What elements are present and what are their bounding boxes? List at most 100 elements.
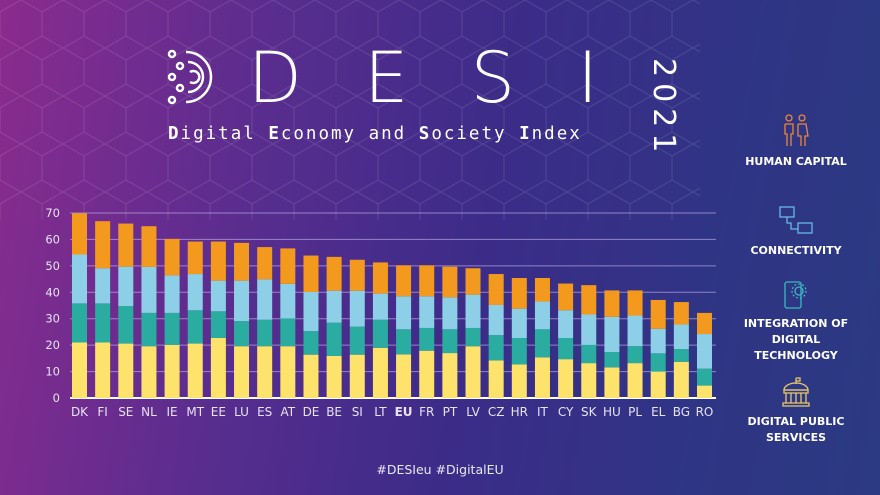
bar-segment-ee-0 <box>210 338 226 398</box>
x-tick-label: BE <box>326 405 342 419</box>
bar-segment-de-1 <box>303 331 319 355</box>
bar-segment-it-0 <box>534 357 550 398</box>
bar-segment-sk-3 <box>581 285 597 315</box>
subtitle-part: E <box>268 124 281 144</box>
bar-segment-be-1 <box>326 322 342 356</box>
bar-segment-be-3 <box>326 256 342 291</box>
bar-segment-pl-3 <box>627 290 643 316</box>
legend-label: INTEGRATION OF DIGITAL TECHNOLOGY <box>743 317 849 362</box>
bar-segment-mt-0 <box>187 343 203 398</box>
x-tick-label: SE <box>118 405 133 419</box>
bar-segment-dk-2 <box>72 254 87 304</box>
bar-segment-sk-2 <box>581 314 597 345</box>
legend-label: CONNECTIVITY <box>750 244 842 257</box>
legend-item-digital-public-services: DIGITAL PUBLIC SERVICES <box>734 376 858 446</box>
y-tick-label: 70 <box>45 206 60 220</box>
bar-segment-se-0 <box>118 343 134 398</box>
bar-segment-cz-3 <box>488 274 504 305</box>
bar-segment-be-2 <box>326 290 342 323</box>
bar-segment-eu-1 <box>396 329 412 355</box>
bar-segment-mt-1 <box>187 310 203 344</box>
subtitle-part: conomy and <box>280 124 419 144</box>
x-tick-label: PL <box>628 405 642 419</box>
bar-segment-es-3 <box>257 247 273 280</box>
bar-segment-cz-1 <box>488 335 504 361</box>
bar-segment-cy-2 <box>558 310 574 339</box>
bar-segment-ie-3 <box>164 238 180 276</box>
subtitle-part: D <box>168 124 181 144</box>
bar-segment-at-0 <box>280 346 296 398</box>
bar-segment-lu-3 <box>234 242 250 281</box>
bar-segment-fi-0 <box>95 342 111 398</box>
x-tick-label: PT <box>443 405 458 419</box>
bar-segment-dk-3 <box>72 213 87 255</box>
legend-label: HUMAN CAPITAL <box>745 155 847 168</box>
x-tick-label: HU <box>603 405 621 419</box>
bar-segment-hu-3 <box>604 290 620 317</box>
desi-logo-icon <box>167 49 213 105</box>
subtitle-part: ociety <box>431 124 520 144</box>
x-tick-label: SK <box>581 405 598 419</box>
bar-segment-si-3 <box>349 259 365 291</box>
x-tick-label: CY <box>558 405 574 419</box>
x-tick-label: EU <box>395 405 413 419</box>
hashtags-footer: #DESIeu #DigitalEU <box>376 462 504 477</box>
bar-segment-cy-1 <box>558 338 574 360</box>
bar-segment-hr-0 <box>511 364 527 398</box>
bar-segment-it-3 <box>534 278 550 302</box>
bar-segment-lv-0 <box>465 346 481 398</box>
bar-segment-ee-1 <box>210 311 226 339</box>
bar-segment-hr-3 <box>511 278 527 309</box>
bar-segment-es-2 <box>257 279 273 320</box>
bar-segment-sk-1 <box>581 344 597 364</box>
bar-segment-si-0 <box>349 354 365 398</box>
x-tick-label: SI <box>352 405 363 419</box>
y-tick-label: 30 <box>45 312 60 326</box>
bar-segment-fr-2 <box>419 296 435 328</box>
bar-segment-lv-1 <box>465 327 481 347</box>
bar-segment-cz-2 <box>488 304 504 336</box>
bar-segment-hr-2 <box>511 308 527 339</box>
y-tick-label: 0 <box>53 391 60 405</box>
bar-segment-lt-0 <box>372 347 388 398</box>
bar-segment-lt-2 <box>372 293 388 320</box>
y-tick-label: 50 <box>45 259 60 273</box>
bar-segment-lu-0 <box>234 346 250 398</box>
bar-segment-pt-3 <box>442 266 458 298</box>
x-tick-label: ES <box>257 405 272 419</box>
y-tick-label: 10 <box>45 365 60 379</box>
bar-segment-dk-0 <box>72 342 87 398</box>
x-tick-label: CZ <box>488 405 505 419</box>
bar-segment-cy-3 <box>558 283 574 311</box>
legend-item-human-capital: HUMAN CAPITAL <box>734 114 858 170</box>
subtitle-part: igital <box>180 124 269 144</box>
bar-segment-lv-2 <box>465 294 481 328</box>
x-tick-label: NL <box>141 405 157 419</box>
x-tick-label: MT <box>186 405 204 419</box>
people-icon <box>784 114 809 146</box>
bar-segment-bg-0 <box>673 361 689 398</box>
x-tick-label: LU <box>234 405 249 419</box>
bar-segment-el-2 <box>650 328 666 354</box>
bar-segment-ro-0 <box>697 385 712 398</box>
bar-segment-fi-2 <box>95 268 111 304</box>
bar-segment-bg-3 <box>673 302 689 325</box>
bar-segment-es-0 <box>257 346 273 398</box>
bar-segment-lv-3 <box>465 268 481 295</box>
network-computers-icon <box>779 206 813 234</box>
subtitle-part: S <box>418 124 432 144</box>
bar-segment-hu-1 <box>604 352 620 368</box>
bar-segment-pt-0 <box>442 353 458 398</box>
bar-segment-at-1 <box>280 318 296 347</box>
subtitle-part: I <box>519 124 532 144</box>
bar-segment-pl-0 <box>627 363 643 398</box>
bar-segment-lt-3 <box>372 262 388 294</box>
x-tick-label: LV <box>466 405 480 419</box>
bar-segment-de-3 <box>303 255 319 293</box>
bar-segment-ie-2 <box>164 275 180 313</box>
legend-item-integration: INTEGRATION OF DIGITAL TECHNOLOGY <box>734 280 858 364</box>
bar-segment-fi-1 <box>95 303 111 343</box>
bar-segment-cz-0 <box>488 360 504 398</box>
bar-segment-eu-0 <box>396 354 412 398</box>
x-tick-label: LT <box>374 405 387 419</box>
